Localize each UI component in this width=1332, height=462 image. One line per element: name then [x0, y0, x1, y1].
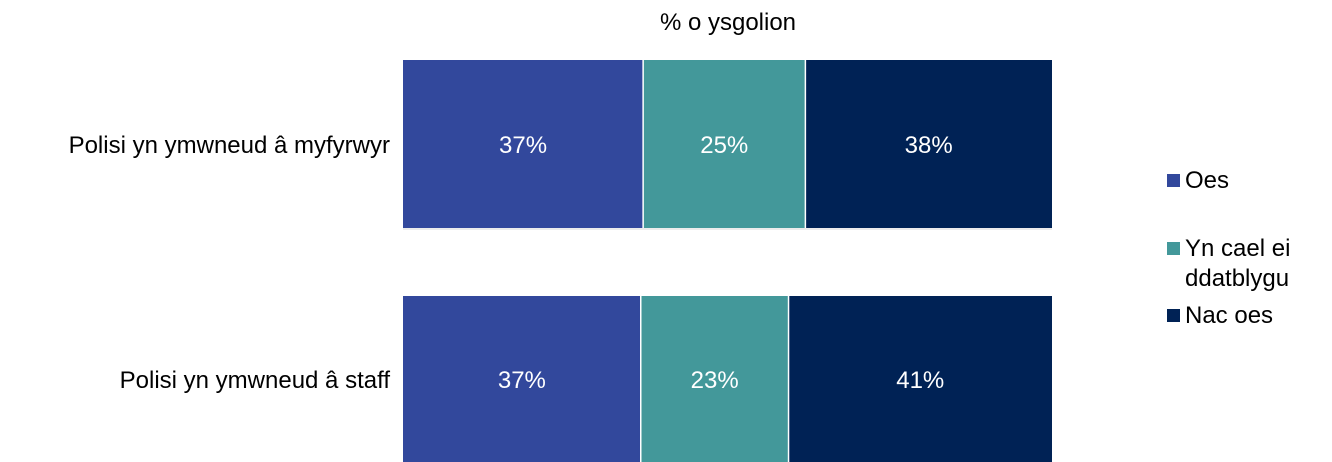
legend-label: ddatblygu — [1185, 265, 1289, 292]
legend-label: Nac oes — [1185, 302, 1273, 329]
legend: Oes Yn cael ei ddatblygu Nac oes — [1167, 167, 1290, 329]
bar-segment — [788, 296, 1052, 462]
data-label: 23% — [691, 367, 739, 394]
legend-swatch — [1167, 309, 1180, 322]
legend-label: Oes — [1185, 167, 1229, 194]
category-label: Polisi yn ymwneud â myfyrwyr — [69, 132, 390, 159]
legend-swatch — [1167, 174, 1180, 187]
legend-item: Oes — [1167, 167, 1229, 194]
legend-label: Yn cael ei — [1185, 235, 1290, 262]
data-label: 38% — [905, 132, 953, 159]
bar-segment — [805, 60, 1052, 228]
legend-item: Nac oes — [1167, 302, 1273, 329]
bar-segment — [643, 60, 806, 228]
data-label: 41% — [896, 367, 944, 394]
chart-title: % o ysgolion — [660, 9, 796, 36]
legend-swatch — [1167, 242, 1180, 255]
bar-segment — [640, 296, 789, 462]
data-label: 25% — [700, 132, 748, 159]
category-label: Polisi yn ymwneud â staff — [120, 367, 391, 394]
bar-segment — [403, 60, 644, 228]
data-label: 37% — [499, 132, 547, 159]
data-label: 37% — [498, 367, 546, 394]
legend-item: Yn cael ei ddatblygu — [1167, 235, 1290, 292]
bars-group: 37% 25% 38% Polisi yn ymwneud â myfyrwyr 37%… — [69, 60, 1052, 462]
bar-segment — [403, 296, 641, 462]
